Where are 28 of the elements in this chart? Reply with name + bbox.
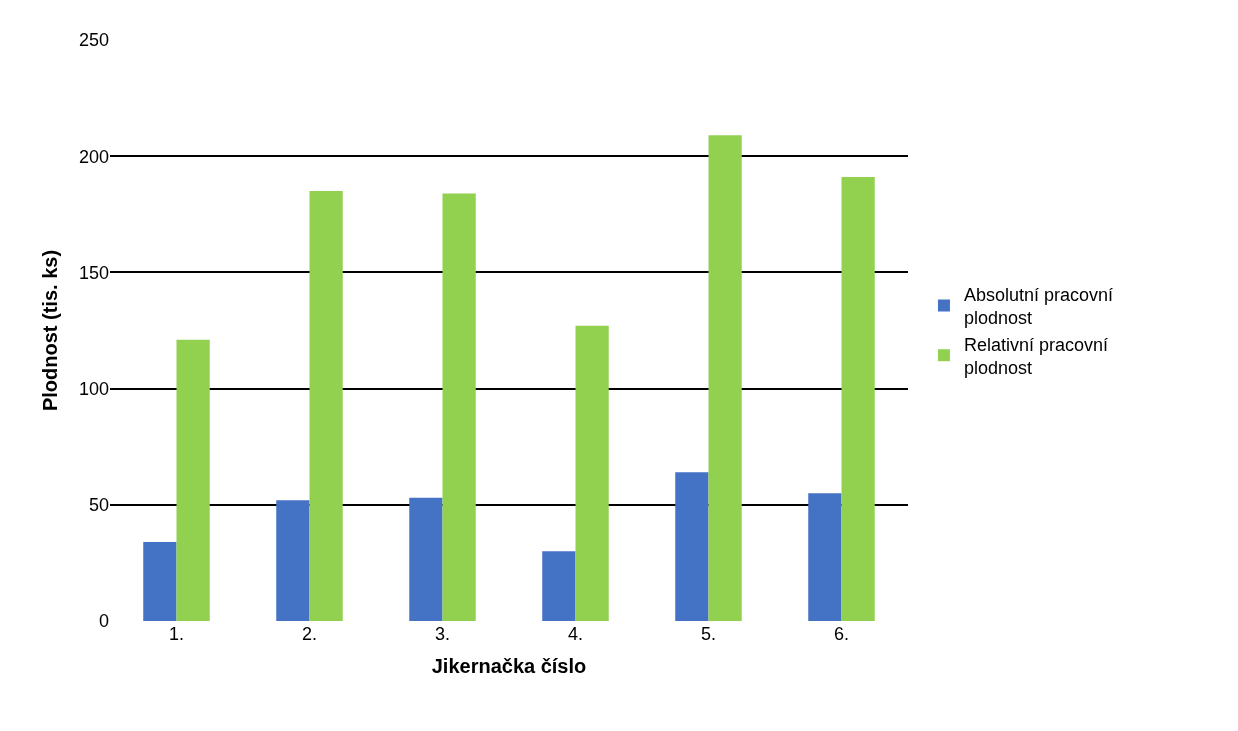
bar <box>575 325 609 621</box>
bar <box>542 551 576 621</box>
x-tick-label: 4. <box>567 624 584 644</box>
y-tick-label: 50 <box>88 495 109 516</box>
x-tick-label: 2. <box>301 624 318 644</box>
y-tick-label: 150 <box>78 262 109 283</box>
x-tick-label: 5. <box>700 624 717 644</box>
y-tick-label: 200 <box>78 146 109 167</box>
bar <box>675 472 709 621</box>
legend-label: Relativní pracovní plodnost <box>963 334 1109 378</box>
y-tick-label: 100 <box>78 378 109 399</box>
x-tick-label: 6. <box>833 624 850 644</box>
bar <box>276 500 310 621</box>
y-tick-label: 250 <box>78 30 109 51</box>
bar <box>808 493 842 621</box>
x-tick-label: 3. <box>434 624 451 644</box>
x-tick-label: 1. <box>168 624 185 644</box>
bar <box>841 177 875 621</box>
y-tick-label: 0 <box>98 611 109 632</box>
x-axis-title: Jikernačka číslo <box>431 654 587 677</box>
legend-label: Absolutní pracovní plodnost <box>963 284 1114 329</box>
bar <box>143 541 177 621</box>
y-axis-title: Plodnost (tis. ks) <box>39 249 62 412</box>
bar <box>708 135 742 621</box>
bar <box>176 339 210 621</box>
bar <box>309 191 343 621</box>
bar <box>442 193 476 621</box>
bar <box>409 497 443 621</box>
